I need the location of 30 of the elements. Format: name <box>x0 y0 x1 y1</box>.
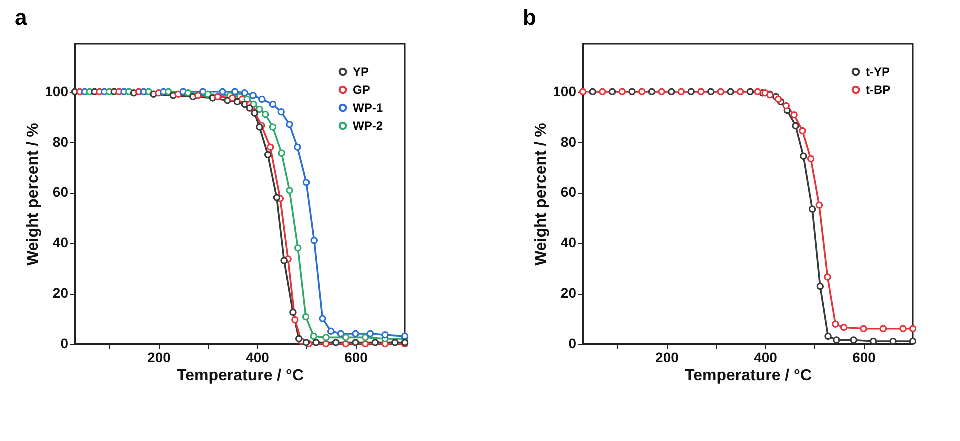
legend-label: t-BP <box>866 83 891 97</box>
x-tick-label: 600 <box>344 350 368 366</box>
y-tick-label: 40 <box>560 234 577 251</box>
y-tick-label: 40 <box>52 234 69 251</box>
y-tick-label: 0 <box>60 336 69 352</box>
legend-label: t-YP <box>866 65 890 79</box>
y-tick-label: 100 <box>553 83 577 100</box>
x-tick-label: 600 <box>852 350 876 366</box>
y-tick-label: 20 <box>560 285 577 302</box>
y-tick-label: 80 <box>560 134 577 150</box>
y-tick-label: 0 <box>568 336 577 352</box>
x-tick-label: 400 <box>246 350 270 366</box>
legend-label: YP <box>353 65 370 79</box>
y-tick-label: 60 <box>52 184 69 200</box>
y-tick-label: 80 <box>52 134 69 150</box>
x-tick-label: 400 <box>754 350 778 366</box>
chart-title: b <box>523 5 536 30</box>
legend-label: WP-2 <box>353 119 384 133</box>
y-tick-label: 60 <box>560 184 577 200</box>
chart-title: a <box>15 5 28 30</box>
y-tick-label: 20 <box>52 285 69 302</box>
y-axis-title: Weight percent / % <box>533 123 550 266</box>
legend-label: GP <box>353 83 370 97</box>
x-axis-title: Temperature / °C <box>176 368 304 384</box>
legend-label: WP-1 <box>353 101 384 115</box>
x-tick-label: 200 <box>656 350 680 366</box>
y-tick-label: 100 <box>45 83 69 100</box>
x-axis-title: Temperature / °C <box>684 368 812 384</box>
y-axis-title: Weight percent / % <box>25 123 42 266</box>
x-tick-label: 200 <box>148 350 172 366</box>
